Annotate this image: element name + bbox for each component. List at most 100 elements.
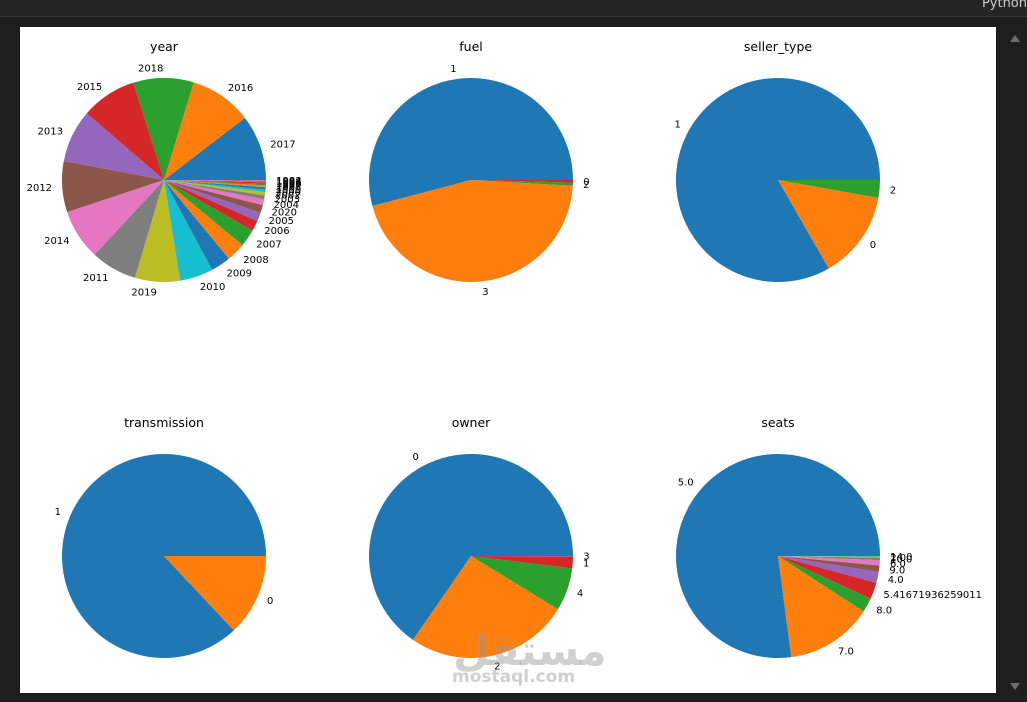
slice-label: 6.0	[890, 559, 906, 570]
pie-slice	[135, 180, 181, 282]
pie-slice	[778, 556, 871, 612]
pie-slice	[164, 180, 266, 182]
pie-slice	[164, 180, 243, 259]
pie-slice	[164, 180, 253, 246]
slice-label: 7.0	[838, 646, 854, 657]
slice-label: 2	[494, 661, 500, 672]
pie-slice	[164, 180, 266, 190]
pie-chart-seller-type: seller_type 1 0 2	[675, 39, 896, 282]
slice-label: 2002	[275, 191, 300, 202]
slice-label: 0	[267, 596, 273, 607]
slice-label: 1983	[276, 176, 301, 187]
slice-label: 2010	[200, 282, 225, 293]
slice-label: 5.0	[678, 478, 694, 489]
pie-slice	[412, 556, 558, 658]
slice-label: 4	[577, 588, 583, 599]
pie-slice	[164, 180, 229, 270]
slice-label: 1996	[276, 179, 301, 190]
slice-label: 2009	[227, 269, 252, 280]
watermark-logo-arabic: مستقل	[453, 626, 607, 675]
slice-label: 2007	[256, 239, 281, 250]
slice-label: 2017	[270, 139, 295, 150]
pie-slice	[164, 180, 265, 200]
output-scrollbar[interactable]	[1003, 27, 1025, 693]
pie-slice	[676, 78, 880, 282]
pie-slice	[778, 180, 880, 198]
slice-label: 1994	[276, 177, 301, 188]
slice-label: 2015	[77, 82, 102, 93]
pie-slice	[676, 454, 880, 659]
pie-chart-seats: seats 5.0 7.0 8.0 5.41671936259011 4.09.06.01…	[676, 415, 982, 659]
pie-slice	[471, 180, 573, 186]
pie-slice	[164, 180, 261, 222]
pie-slice	[778, 556, 877, 599]
pie-slice	[471, 556, 573, 569]
pie-slice	[63, 113, 164, 180]
slice-label: 0	[870, 240, 876, 251]
slice-label: 1	[55, 507, 61, 518]
slice-label: 2013	[38, 127, 63, 138]
slice-label: 2011	[83, 273, 108, 284]
slice-label: 2003	[275, 195, 300, 206]
chart-title: seller_type	[744, 39, 812, 54]
pie-charts-figure: year201720162018201520132012201420112019…	[27, 39, 982, 672]
pie-slice	[67, 180, 164, 255]
pie-slice	[369, 78, 573, 206]
slice-label: 0	[583, 177, 589, 188]
pie-slice	[164, 180, 266, 196]
slice-label: 2	[890, 185, 896, 196]
pie-slice	[372, 180, 573, 283]
pie-slice	[164, 180, 266, 188]
pie-slice	[778, 556, 880, 558]
kernel-label[interactable]: Python	[981, 0, 1027, 11]
slice-label: 2000	[276, 187, 301, 198]
slice-label: 1	[583, 559, 589, 570]
pie-slice	[164, 180, 263, 213]
slice-label: 2020	[272, 207, 297, 218]
slice-label: 3	[482, 287, 488, 298]
pie-slice	[86, 82, 164, 180]
chart-title: fuel	[459, 39, 483, 54]
slice-label: 2016	[228, 83, 253, 94]
scroll-up-icon[interactable]	[1010, 35, 1020, 42]
pie-slice	[778, 556, 879, 583]
chart-title: transmission	[124, 415, 204, 430]
slice-label: 2018	[138, 63, 163, 74]
pie-slice	[778, 556, 880, 572]
pie-chart-owner: owner 0 2 4 13	[369, 415, 590, 672]
pie-slice	[164, 556, 266, 631]
pie-slice	[471, 556, 573, 610]
pie-slice	[94, 180, 164, 278]
slice-label: 9.0	[889, 565, 905, 576]
pie-slice	[471, 180, 573, 183]
pie-slice	[778, 556, 864, 658]
slice-label: 4.0	[888, 575, 904, 586]
cell-output-area: year 2017 2016 2018 2015 2013 2012 2014 2011 2019…	[20, 27, 996, 693]
watermark-logo-latin: mostaql.com	[452, 667, 576, 687]
slice-label: 2004	[273, 200, 298, 211]
pie-slice	[778, 180, 879, 269]
slice-label: 2008	[243, 255, 268, 266]
slice-label: 2005	[269, 216, 294, 227]
pie-slice	[164, 180, 258, 231]
pie-chart-year: year 2017 2016 2018 2015 2013 2012 2014 2011 2019…	[27, 39, 302, 298]
pie-slice	[164, 82, 245, 180]
slice-label: 1999	[276, 185, 301, 196]
slice-label: 5.41671936259011	[883, 590, 982, 601]
chart-title: owner	[452, 415, 491, 430]
pie-slice	[133, 78, 194, 180]
scroll-down-icon[interactable]	[1010, 683, 1020, 690]
slice-label: 10.0	[890, 555, 912, 566]
slice-label: 2	[583, 180, 589, 191]
pie-slice	[164, 180, 266, 193]
pie-slice	[778, 556, 880, 557]
pie-slice	[164, 180, 266, 181]
pie-slice	[164, 180, 213, 281]
slice-label: 1	[450, 64, 456, 75]
chart-title: seats	[761, 415, 794, 430]
pie-slice	[164, 117, 266, 180]
chart-title: year	[150, 39, 179, 54]
pie-chart-transmission: transmission 1 0	[55, 415, 273, 658]
pie-slice	[778, 556, 880, 561]
